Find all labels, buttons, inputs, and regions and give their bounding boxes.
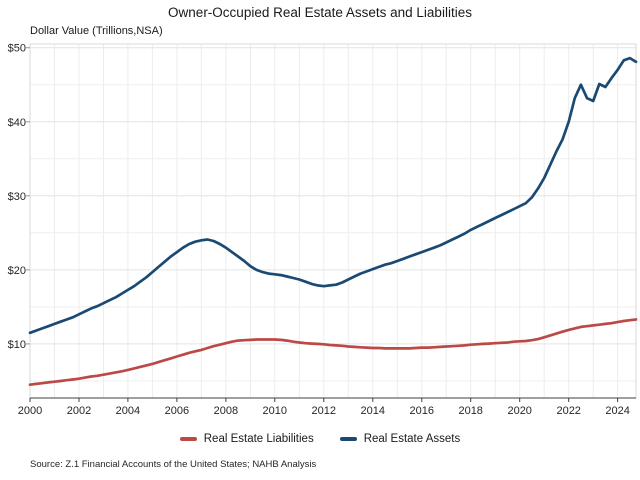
legend-label-liabilities: Real Estate Liabilities: [203, 433, 314, 445]
x-tick-label: 2010: [263, 405, 287, 417]
legend-item-assets: Real Estate Assets: [339, 433, 461, 445]
legend-label-assets: Real Estate Assets: [363, 433, 461, 445]
y-tick-label: $40: [8, 117, 26, 129]
x-tick-label: 2018: [458, 405, 482, 417]
legend: Real Estate Liabilities Real Estate Asse…: [0, 433, 640, 445]
x-tick-label: 2012: [312, 405, 336, 417]
real-estate-assets-line: [28, 56, 638, 335]
x-tick-label: 2016: [410, 405, 434, 417]
assets-line-swatch-icon: [339, 437, 357, 441]
y-tick-label: $50: [8, 43, 26, 55]
legend-item-liabilities: Real Estate Liabilities: [179, 433, 314, 445]
plot-area: 2000 2002 2004 2006 2008 2010 2012 2014 2016 2018…: [8, 43, 638, 417]
x-tick-label: 2000: [18, 405, 42, 417]
x-tick-label: 2004: [116, 405, 140, 417]
x-tick-label: 2002: [67, 405, 91, 417]
x-tick-label: 2020: [507, 405, 531, 417]
y-tick-label: $20: [8, 265, 26, 277]
x-tick-label: 2024: [605, 405, 629, 417]
y-axis-unit-label: Dollar Value (Trillions,NSA): [30, 25, 163, 37]
y-tick-label: $10: [8, 339, 26, 351]
x-tick-label: 2014: [361, 405, 385, 417]
x-tick-label: 2022: [556, 405, 580, 417]
y-tick-label: $30: [8, 191, 26, 203]
x-tick-label: 2008: [214, 405, 238, 417]
source-note: Source: Z.1 Financial Accounts of the Un…: [30, 459, 317, 470]
chart-title: Owner-Occupied Real Estate Assets and Li…: [168, 5, 472, 20]
liabilities-line-swatch-icon: [179, 437, 197, 441]
x-tick-label: 2006: [165, 405, 189, 417]
real-estate-liabilities-line: [28, 318, 638, 387]
